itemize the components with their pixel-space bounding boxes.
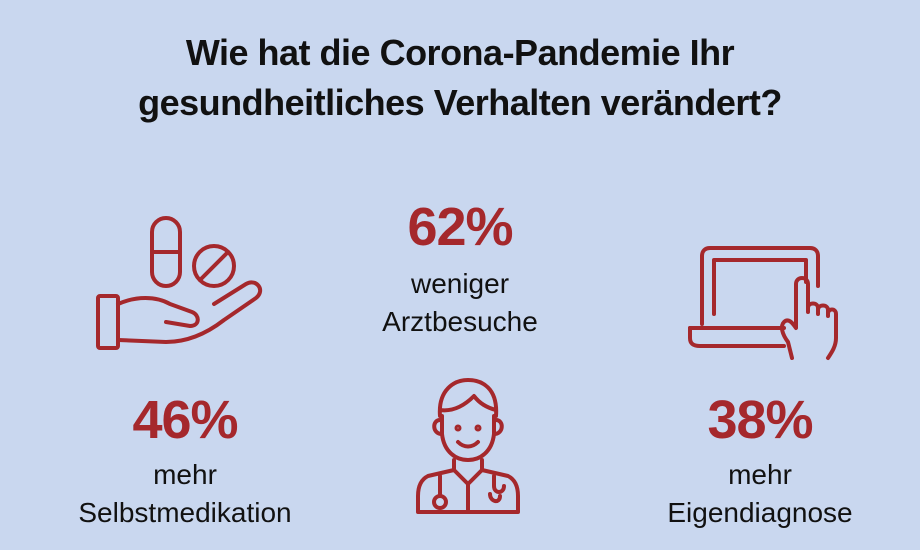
stat-value: 38% (707, 390, 813, 450)
stat-selbstmedikation: 46% mehr Selbstmedikation (40, 390, 330, 532)
title-line-2: gesundheitliches Verhalten verändert? (138, 82, 782, 123)
doctor-icon (416, 378, 520, 514)
stat-description: mehr Eigendiagnose (645, 456, 875, 532)
stat-line-2: Eigendiagnose (667, 497, 853, 528)
stat-line-1: mehr (153, 459, 217, 490)
page-title: Wie hat die Corona-Pandemie Ihr gesundhe… (0, 28, 920, 128)
pills-hand-icon (96, 216, 263, 350)
stat-eigendiagnose: 38% mehr Eigendiagnose (645, 390, 875, 532)
stat-line-2: Selbstmedikation (78, 497, 292, 528)
laptop-touch-icon (688, 246, 838, 360)
stat-description: mehr Selbstmedikation (40, 456, 330, 532)
stat-line-1: weniger (410, 268, 510, 299)
stat-description: weniger Arztbesuche (355, 265, 565, 341)
stat-arztbesuche: 62% weniger Arztbesuche (355, 197, 565, 341)
stat-value: 46% (132, 390, 238, 450)
stat-line-2: Arztbesuche (382, 306, 538, 337)
stat-value: 62% (407, 197, 513, 257)
title-line-1: Wie hat die Corona-Pandemie Ihr (185, 32, 735, 73)
stat-line-1: mehr (728, 459, 792, 490)
